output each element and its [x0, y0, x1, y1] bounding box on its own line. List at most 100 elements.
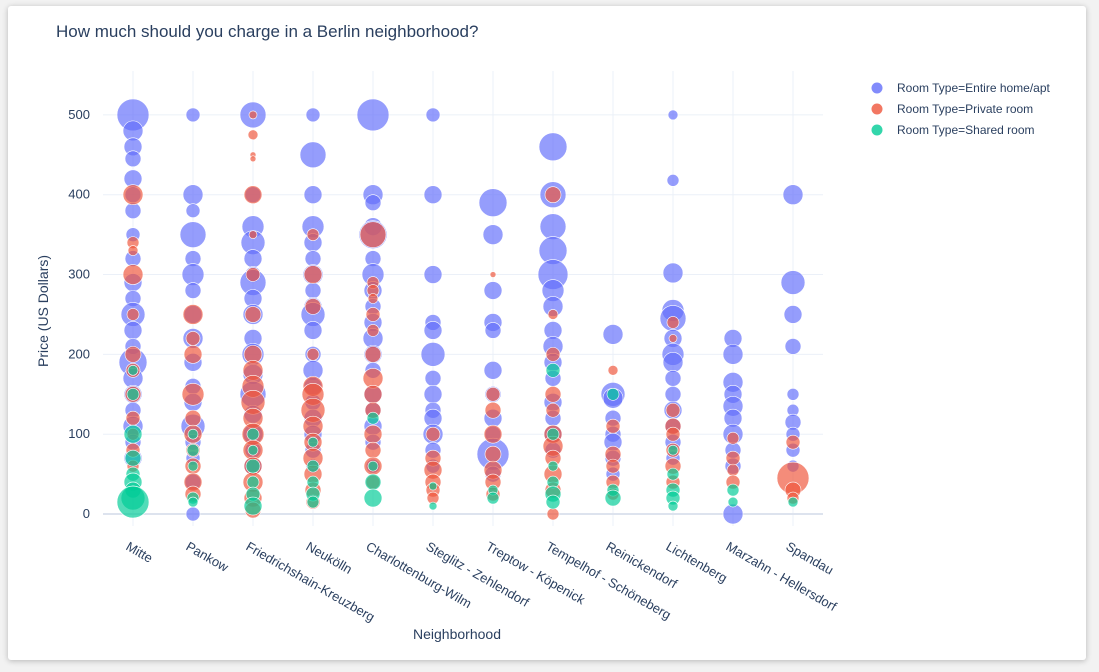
- data-point: [547, 460, 559, 472]
- data-point: [484, 322, 502, 339]
- data-point: [420, 342, 446, 367]
- data-point: [364, 346, 382, 363]
- legend-item[interactable]: Room Type=Shared room: [871, 123, 1035, 137]
- x-tick-label: Marzahn - Hellersdorf: [724, 539, 840, 615]
- data-point: [124, 150, 142, 168]
- data-point: [780, 270, 806, 295]
- data-point: [428, 501, 438, 511]
- data-point: [538, 132, 568, 162]
- y-axis-ticks: 0 100 200 300 400 500: [68, 107, 90, 521]
- data-point: [605, 458, 621, 474]
- data-point: [247, 129, 259, 141]
- data-point: [306, 495, 320, 509]
- data-point: [246, 475, 260, 489]
- data-point: [126, 387, 140, 401]
- data-point: [662, 352, 684, 373]
- data-point: [664, 370, 682, 387]
- data-point: [787, 496, 799, 508]
- data-point: [363, 488, 383, 508]
- x-tick-label: Neukölln: [304, 539, 355, 577]
- data-point: [124, 449, 142, 467]
- data-point: [364, 194, 382, 212]
- data-point: [123, 321, 143, 340]
- data-point: [602, 324, 624, 345]
- data-point: [183, 345, 203, 364]
- legend-label: Room Type=Private room: [897, 102, 1033, 116]
- data-point: [424, 370, 442, 387]
- data-point: [364, 473, 382, 491]
- data-point: [248, 230, 258, 239]
- x-tick-label: Treptow - Köpenick: [484, 539, 589, 608]
- data-point: [607, 365, 619, 376]
- data-point: [303, 185, 323, 205]
- x-axis-ticks: Mitte Pankow Friedrichshain-KreuzbergNeukö…: [124, 539, 840, 625]
- data-point: [484, 401, 502, 419]
- data-point: [122, 184, 144, 206]
- data-point: [545, 494, 561, 510]
- x-tick-label: Charlottenburg-Wilm: [364, 539, 475, 612]
- x-axis-title: Neighborhood: [413, 626, 501, 642]
- data-point: [356, 98, 390, 132]
- data-point: [483, 281, 503, 300]
- data-point: [606, 387, 620, 401]
- data-point: [182, 184, 204, 206]
- data-point: [187, 428, 199, 440]
- data-point: [364, 441, 382, 459]
- data-point: [547, 309, 559, 320]
- data-point: [605, 418, 621, 434]
- data-point: [545, 402, 561, 418]
- x-tick-label: Steglitz - Zehlendorf: [424, 539, 533, 610]
- data-point: [187, 496, 199, 508]
- data-point: [668, 334, 678, 343]
- legend-item[interactable]: Room Type=Entire home/apt: [871, 81, 1051, 95]
- data-point: [306, 475, 320, 489]
- data-point: [545, 363, 561, 378]
- data-point: [179, 221, 207, 248]
- data-point: [482, 224, 504, 245]
- grid: [103, 71, 823, 526]
- data-point: [122, 264, 144, 285]
- data-point: [666, 467, 680, 481]
- data-points: [116, 98, 810, 525]
- data-point: [243, 185, 263, 205]
- data-point: [726, 463, 740, 477]
- data-point: [305, 107, 321, 123]
- data-point: [666, 174, 680, 187]
- data-point: [478, 188, 508, 218]
- x-tick-label: Pankow: [184, 539, 232, 575]
- data-point: [664, 385, 682, 403]
- data-point: [544, 186, 562, 204]
- data-point: [116, 485, 150, 519]
- data-point: [303, 321, 323, 340]
- y-tick-label: 500: [68, 107, 90, 122]
- data-point: [604, 489, 622, 507]
- legend-item[interactable]: Room Type=Private room: [871, 102, 1034, 116]
- data-point: [662, 262, 684, 284]
- data-point: [666, 316, 680, 329]
- y-tick-label: 200: [68, 346, 90, 361]
- data-point: [782, 184, 804, 206]
- data-point: [124, 202, 142, 219]
- data-point: [359, 221, 387, 248]
- legend[interactable]: Room Type=Entire home/apt Room Type=Priva…: [871, 81, 1051, 137]
- data-point: [127, 365, 139, 376]
- data-point: [722, 344, 744, 365]
- data-point: [363, 384, 383, 404]
- series-group: [122, 110, 810, 521]
- y-tick-label: 300: [68, 267, 90, 282]
- data-point: [306, 348, 320, 361]
- x-tick-label: Spandau: [784, 539, 837, 578]
- data-point: [126, 308, 140, 321]
- y-tick-label: 400: [68, 187, 90, 202]
- data-point: [366, 324, 380, 337]
- data-point: [783, 305, 803, 324]
- data-point: [246, 427, 260, 441]
- data-point: [665, 426, 681, 442]
- data-point: [245, 267, 261, 282]
- data-point: [726, 483, 740, 497]
- data-point: [545, 347, 561, 362]
- data-point: [667, 109, 679, 121]
- data-point: [304, 298, 322, 315]
- data-point: [248, 110, 258, 120]
